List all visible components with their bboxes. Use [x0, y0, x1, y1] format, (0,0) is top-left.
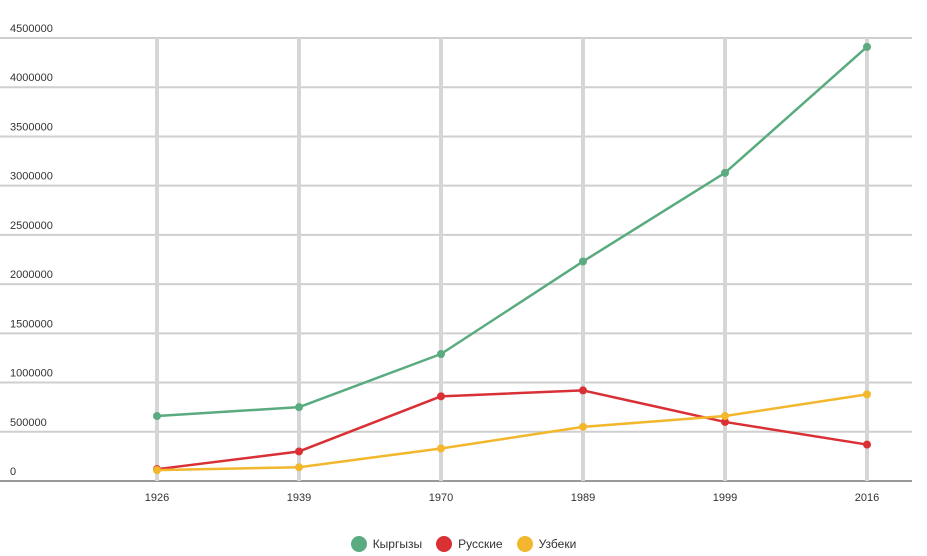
legend-label: Русские [458, 537, 503, 551]
y-tick-label: 3000000 [10, 171, 53, 183]
x-tick-label: 1970 [429, 492, 453, 504]
data-point [295, 403, 303, 412]
legend-item[interactable]: Русские [436, 536, 503, 552]
x-tick-label: 1989 [571, 492, 595, 504]
y-tick-label: 2500000 [10, 220, 53, 232]
y-tick-label: 1000000 [10, 368, 53, 380]
x-tick-label: 2016 [855, 492, 879, 504]
data-point [153, 466, 161, 475]
data-point [863, 42, 871, 51]
y-tick-label: 1500000 [10, 318, 53, 330]
x-tick-label: 1999 [713, 492, 737, 504]
legend: Кыргызы Русские Узбеки [0, 534, 927, 554]
y-tick-label: 500000 [10, 417, 47, 429]
data-point [437, 444, 445, 453]
y-tick-label: 2000000 [10, 269, 53, 281]
legend-dot-icon [516, 536, 533, 552]
line-chart: 0 500000 1000000 1500000 2000000 2500000 30000… [0, 23, 912, 504]
data-point [863, 390, 871, 399]
vertical-gridlines [155, 38, 869, 481]
data-point [437, 392, 445, 401]
data-point [721, 417, 729, 426]
legend-dot-icon [350, 536, 367, 552]
series-line [156, 389, 868, 471]
y-tick-label: 0 [10, 466, 16, 478]
y-axis-tick-labels: 0 500000 1000000 1500000 2000000 2500000 30000… [10, 23, 53, 478]
series-line [156, 393, 868, 472]
data-point [437, 350, 445, 359]
y-tick-label: 4500000 [10, 23, 53, 35]
legend-dot-icon [436, 536, 453, 552]
legend-label: Кыргызы [372, 537, 423, 551]
data-point [295, 447, 303, 456]
x-axis-tick-labels: 1926 1939 1970 1989 1999 2016 [145, 492, 879, 504]
x-tick-label: 1926 [145, 492, 169, 504]
legend-label: Узбеки [538, 537, 577, 551]
legend-item[interactable]: Узбеки [516, 536, 577, 552]
data-point [721, 412, 729, 421]
y-tick-label: 4000000 [10, 72, 53, 84]
horizontal-gridlines [0, 37, 912, 482]
data-point [295, 463, 303, 472]
series-layer [153, 42, 871, 475]
series-line [156, 45, 868, 418]
data-point [153, 412, 161, 421]
legend-item[interactable]: Кыргызы [350, 536, 423, 552]
data-point [579, 422, 587, 431]
data-point [579, 257, 587, 266]
data-point [721, 168, 729, 177]
data-point [863, 440, 871, 449]
x-tick-label: 1939 [287, 492, 311, 504]
data-point [579, 386, 587, 395]
y-tick-label: 3500000 [10, 121, 53, 133]
